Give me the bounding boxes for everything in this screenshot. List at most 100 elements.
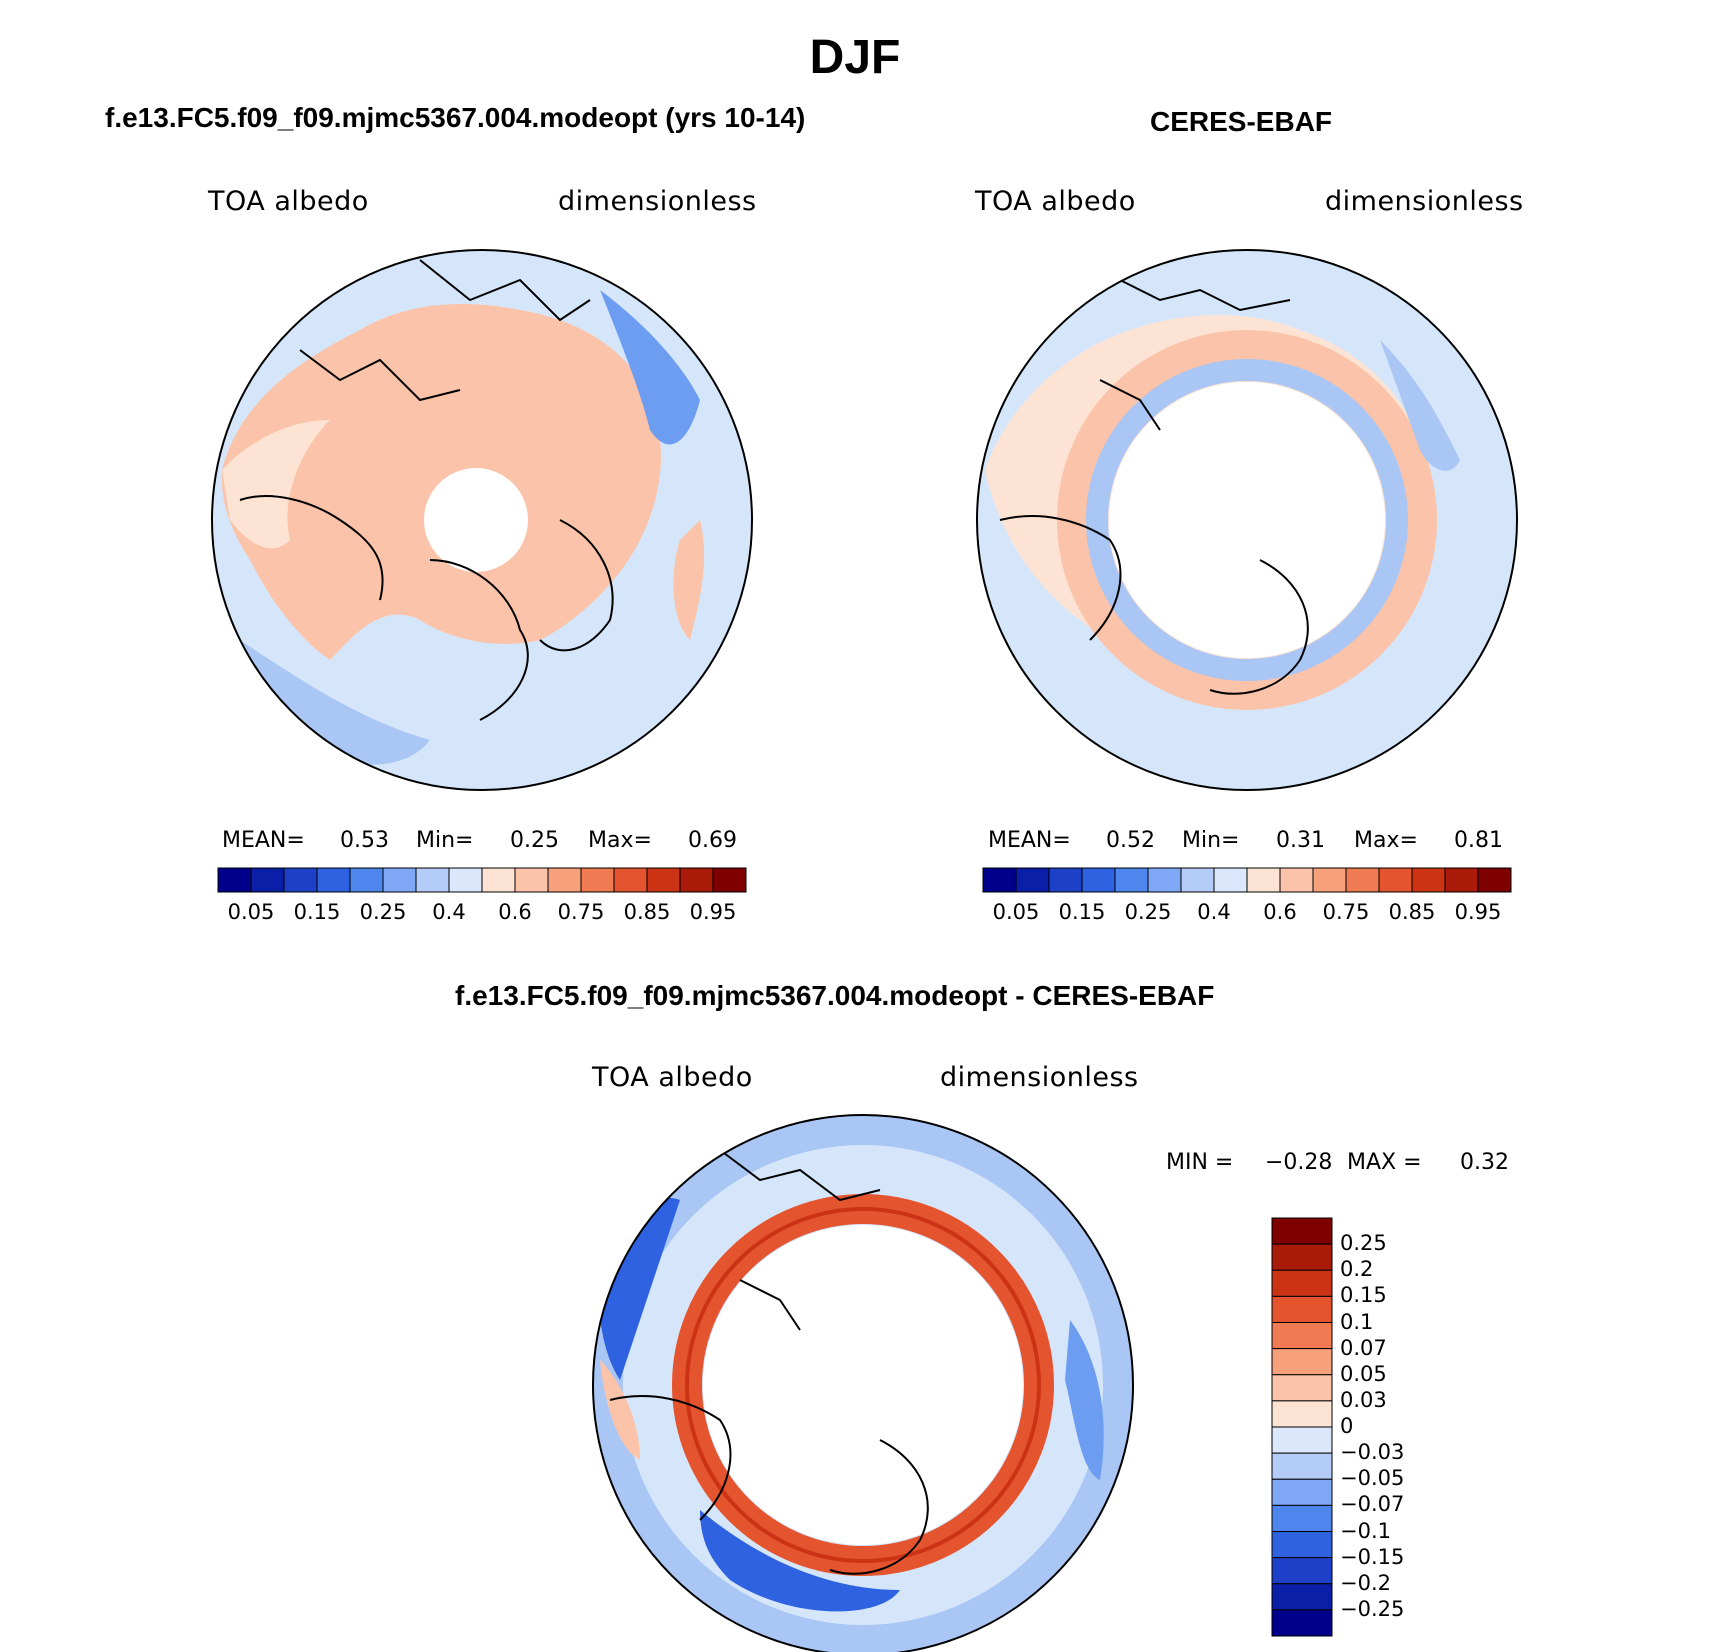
colorbar-panel-1-swatch (250, 867, 285, 893)
colorbar-diff-swatch (1271, 1374, 1333, 1402)
colorbar-diff-tick-label: 0.1 (1340, 1309, 1374, 1334)
colorbar-diff-tick-label: −0.05 (1340, 1466, 1405, 1491)
panel-1-missing-data (424, 468, 528, 572)
panel-1-mean-label: MEAN= (222, 828, 305, 853)
colorbar-panel-1-swatch (712, 867, 747, 893)
colorbar-panel-1 (217, 867, 747, 893)
panel-3-variable: TOA albedo (592, 1062, 753, 1093)
figure-title: DJF (809, 31, 901, 84)
colorbar-panel-2-swatch (1378, 867, 1413, 893)
colorbar-panel-2 (982, 867, 1512, 893)
colorbar-panel-2-swatch (1147, 867, 1182, 893)
panel-3-neg-patch-south (700, 1510, 900, 1612)
colorbar-panel-1-swatch (580, 867, 615, 893)
colorbar-diff-tick-label: 0.05 (1340, 1361, 1387, 1386)
colorbar-panel-1-swatch (349, 867, 384, 893)
colorbar-panel-1-tick-label: 0.05 (227, 900, 275, 924)
panel-2-missing-data (1109, 382, 1385, 658)
panel-2-min: 0.31 (1276, 828, 1325, 853)
panel-1-title: f.e13.FC5.f09_f09.mjmc5367.004.modeopt (… (105, 102, 806, 133)
panel-1-min: 0.25 (510, 828, 559, 853)
colorbar-diff-swatch (1271, 1322, 1333, 1350)
colorbar-diff-tick-label: 0.07 (1340, 1335, 1387, 1360)
colorbar-panel-2-swatch (1279, 867, 1314, 893)
panel-3-min: −0.28 (1265, 1150, 1333, 1175)
colorbar-diff-tick-label: 0.2 (1340, 1257, 1374, 1282)
colorbar-diff-tick-label: −0.15 (1340, 1544, 1405, 1569)
colorbar-panel-1-tick-label: 0.85 (623, 900, 671, 924)
colorbar-diff-swatch (1271, 1531, 1333, 1559)
colorbar-panel-2-swatch (1180, 867, 1215, 893)
colorbar-diff-tick-label: −0.2 (1340, 1570, 1391, 1595)
colorbar-panel-2-swatch (1114, 867, 1149, 893)
panel-2-mean: 0.52 (1106, 828, 1155, 853)
colorbar-panel-1-swatch (646, 867, 681, 893)
colorbar-panel-1-tick-label: 0.95 (689, 900, 737, 924)
colorbar-diff-swatch (1271, 1426, 1333, 1454)
colorbar-panel-1-swatch (382, 867, 417, 893)
panel-3-max-label: MAX = (1347, 1150, 1422, 1175)
colorbar-diff-swatch (1271, 1504, 1333, 1532)
panel-2-map (977, 250, 1517, 790)
colorbar-diff-swatch (1271, 1478, 1333, 1506)
panel-2-max: 0.81 (1454, 828, 1503, 853)
panel-1-patch (673, 520, 705, 640)
panel-2-title: CERES-EBAF (1150, 106, 1333, 137)
panel-1-coastlines (239, 259, 614, 721)
colorbar-panel-1-swatch (448, 867, 483, 893)
colorbar-diff-swatch (1271, 1400, 1333, 1428)
colorbar-panel-1-swatch (316, 867, 351, 893)
panel-3-missing-data (703, 1225, 1023, 1545)
colorbar-panel-1-swatch (415, 867, 450, 893)
colorbar-diff-swatch (1271, 1609, 1333, 1637)
colorbar-diff-tick-label: −0.07 (1340, 1492, 1405, 1517)
panel-2-mean-label: MEAN= (988, 828, 1071, 853)
panel-3-title: f.e13.FC5.f09_f09.mjmc5367.004.modeopt -… (455, 980, 1215, 1011)
colorbar-diff-tick-label: 0.25 (1340, 1231, 1387, 1256)
panel-2-ring-orange (1057, 330, 1437, 710)
colorbar-diff-swatch (1271, 1583, 1333, 1611)
colorbar-panel-1-tick-label: 0.15 (293, 900, 341, 924)
panel-3-map (593, 1115, 1133, 1652)
panel-2-min-label: Min= (1182, 828, 1240, 853)
panel-2-units: dimensionless (1325, 186, 1524, 217)
panel-1-units: dimensionless (558, 186, 757, 217)
colorbar-panel-2-tick-label: 0.6 (1263, 900, 1297, 924)
colorbar-diff-swatch (1271, 1217, 1333, 1245)
colorbar-panel-1-tick-label: 0.75 (557, 900, 605, 924)
colorbar-diff-tick-label: −0.1 (1340, 1518, 1391, 1543)
panel-3-ring-center (685, 1207, 1041, 1563)
colorbar-panel-2-swatch (982, 867, 1017, 893)
panel-3-max: 0.32 (1460, 1150, 1509, 1175)
panel-1-mean: 0.53 (340, 828, 389, 853)
panel-1-max-label: Max= (588, 828, 652, 853)
panel-1-land-region (222, 420, 330, 549)
panel-3-pos-patch-west (600, 1360, 640, 1460)
colorbar-panel-2-swatch (1081, 867, 1116, 893)
colorbar-panel-1-swatch (481, 867, 516, 893)
colorbar-panel-2-tick-label: 0.75 (1322, 900, 1370, 924)
panel-1-variable: TOA albedo (208, 186, 369, 217)
panel-1-max: 0.69 (688, 828, 737, 853)
colorbar-panel-2-swatch (1345, 867, 1380, 893)
colorbar-panel-2-swatch (1048, 867, 1083, 893)
colorbar-panel-1-swatch (283, 867, 318, 893)
colorbar-panel-2-tick-label: 0.4 (1197, 900, 1231, 924)
colorbar-panel-2-swatch (1246, 867, 1281, 893)
colorbar-panel-2-swatch (1477, 867, 1512, 893)
panel-2-max-label: Max= (1354, 828, 1418, 853)
panel-1-map-border (211, 249, 753, 791)
colorbar-panel-2-tick-label: 0.15 (1058, 900, 1106, 924)
panel-3-coastlines (609, 1149, 929, 1575)
colorbar-diff-swatch (1271, 1295, 1333, 1323)
panel-2-ring-blue (1086, 359, 1408, 681)
panel-1-low-albedo-patch (600, 290, 700, 445)
colorbar-diff-swatch (1271, 1243, 1333, 1271)
colorbar-panel-1-tick-label: 0.4 (432, 900, 466, 924)
panel-2-coastlines (999, 279, 1309, 695)
panel-1-min-label: Min= (416, 828, 474, 853)
colorbar-panel-1-swatch (514, 867, 549, 893)
colorbar-panel-2-tick-label: 0.95 (1454, 900, 1502, 924)
colorbar-panel-1-swatch (217, 867, 252, 893)
